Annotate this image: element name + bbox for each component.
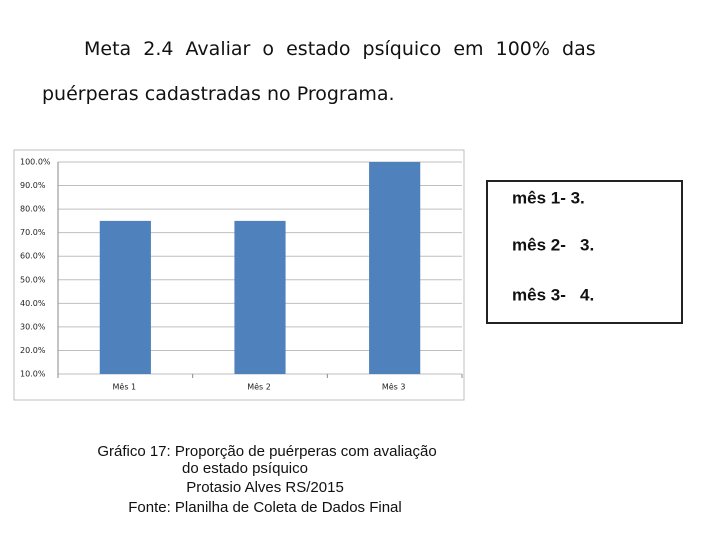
y-tick-label: 80.0% — [20, 205, 46, 214]
y-tick-label: 100.0% — [20, 158, 51, 167]
note: mês 2- 3. — [512, 235, 594, 254]
bar — [234, 220, 286, 374]
note: mês 3- 4. — [512, 285, 594, 304]
y-tick-label: 70.0% — [20, 228, 46, 237]
y-tick-label: 90.0% — [20, 181, 46, 190]
y-tick-label: 50.0% — [20, 275, 46, 284]
y-tick-label: 20.0% — [20, 346, 46, 355]
bar — [99, 220, 151, 374]
x-tick-label: Mês 1 — [113, 382, 137, 392]
note-box — [486, 180, 683, 324]
y-tick-label: 10.0% — [20, 370, 46, 379]
caption: Fonte: Planilha de Coleta de Dados Final — [128, 499, 402, 516]
caption: do estado psíquico — [182, 460, 308, 477]
title-line: puérperas cadastradas no Programa. — [42, 83, 395, 105]
caption: Protasio Alves RS/2015 — [186, 479, 344, 496]
y-tick-label: 60.0% — [20, 252, 46, 261]
y-tick-label: 40.0% — [20, 299, 46, 308]
caption: Gráfico 17: Proporção de puérperas com a… — [97, 443, 436, 460]
title-line: Meta 2.4 Avaliar o estado psíquico em 10… — [84, 38, 596, 60]
note: mês 1- 3. — [512, 188, 585, 207]
y-tick-label: 30.0% — [20, 322, 46, 331]
x-tick-label: Mês 3 — [382, 382, 406, 392]
bar — [369, 162, 421, 374]
x-tick-label: Mês 2 — [247, 382, 271, 392]
